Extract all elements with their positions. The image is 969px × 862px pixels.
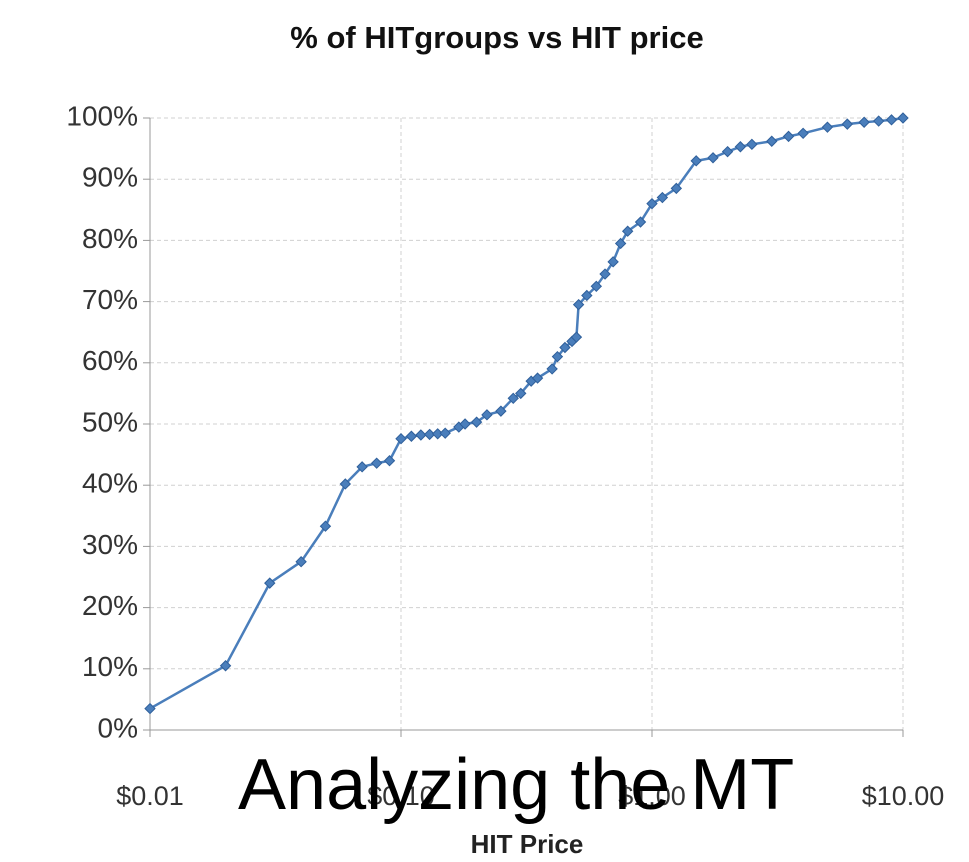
marker	[621, 225, 634, 237]
marker	[531, 372, 544, 384]
y-tick-label: 50%	[82, 406, 138, 437]
marker	[797, 127, 809, 140]
y-tick-label: 60%	[82, 345, 138, 376]
chart-title: % of HITgroups vs HIT price	[290, 20, 703, 55]
marker	[872, 115, 885, 127]
x-axis-label: HIT Price	[471, 829, 584, 859]
marker	[546, 363, 558, 375]
marker	[607, 256, 619, 268]
marker	[746, 138, 758, 151]
marker	[841, 118, 854, 130]
marker	[572, 298, 585, 311]
y-tick-label: 40%	[82, 468, 138, 499]
marker	[264, 577, 276, 589]
marker	[646, 197, 658, 210]
y-tick-label: 30%	[82, 529, 138, 560]
marker	[370, 457, 383, 469]
marker	[559, 341, 571, 354]
marker	[415, 429, 427, 441]
marker	[599, 268, 611, 280]
x-tick-label: $10.00	[862, 781, 945, 811]
y-tick-label: 0%	[98, 712, 138, 743]
marker	[551, 350, 564, 363]
x-tick-label: $0.01	[116, 781, 184, 811]
marker	[356, 461, 368, 473]
y-tick-label: 100%	[66, 100, 138, 131]
marker	[470, 416, 483, 428]
marker	[897, 112, 909, 124]
y-tick-label: 10%	[82, 651, 138, 682]
marker	[423, 428, 436, 441]
y-tick-label: 90%	[82, 162, 138, 193]
marker	[339, 478, 352, 490]
marker	[634, 216, 647, 228]
marker	[656, 191, 669, 204]
marker	[590, 280, 603, 293]
marker	[319, 520, 332, 532]
marker	[383, 455, 396, 467]
x-tick-label: $1.00	[618, 781, 686, 811]
marker	[395, 432, 407, 445]
marker	[885, 114, 898, 126]
marker	[295, 555, 307, 568]
y-tick-label: 20%	[82, 590, 138, 621]
marker	[507, 392, 519, 405]
x-tick-label: $0.10	[367, 781, 435, 811]
marker	[459, 418, 471, 430]
line	[149, 116, 904, 710]
marker	[481, 409, 493, 421]
marker	[782, 130, 795, 143]
marker	[144, 702, 156, 715]
marker	[515, 387, 527, 400]
marker	[581, 289, 593, 302]
y-tick-label: 70%	[82, 284, 138, 315]
marker	[495, 405, 507, 417]
marker	[570, 331, 583, 343]
marker	[405, 430, 418, 442]
marker	[721, 145, 734, 158]
marker	[707, 152, 719, 164]
marker	[219, 660, 232, 672]
marker	[439, 427, 451, 439]
marker	[766, 135, 778, 147]
marker	[670, 182, 683, 195]
marker	[734, 141, 747, 153]
annotation: Analyzing the MT	[238, 745, 794, 825]
y-tick-label: 80%	[82, 223, 138, 254]
marker	[821, 121, 834, 133]
marker	[690, 155, 702, 167]
marker	[614, 237, 627, 250]
marker	[858, 116, 870, 128]
